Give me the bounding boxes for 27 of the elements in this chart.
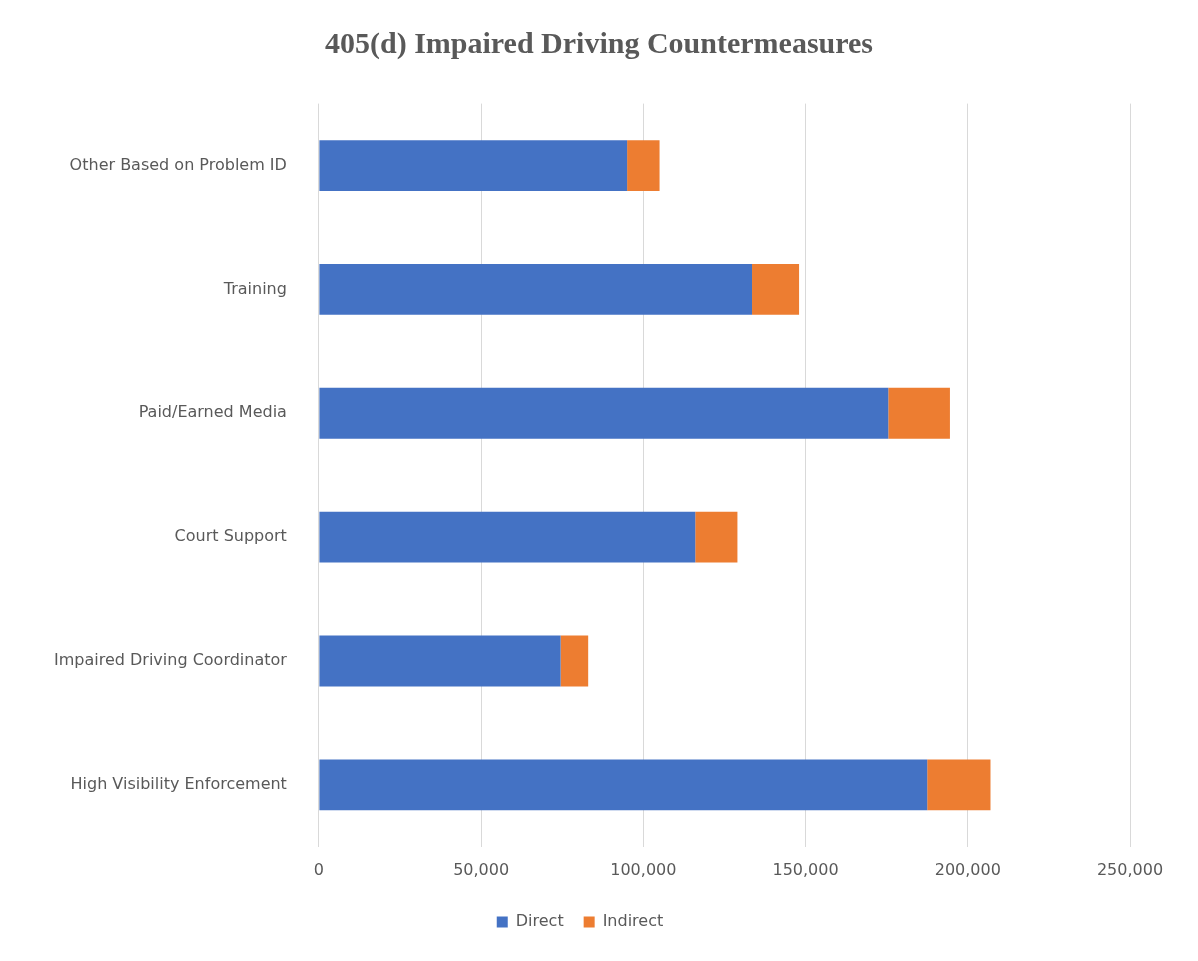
x-tick-label: 50,000 bbox=[453, 859, 510, 879]
y-tick-label: Other Based on Problem ID bbox=[69, 154, 287, 174]
y-tick-label: Court Support bbox=[174, 526, 287, 546]
legend-label: Indirect bbox=[602, 911, 664, 931]
x-tick-label: 0 bbox=[313, 859, 324, 879]
bar bbox=[319, 264, 753, 315]
x-tick-label: 250,000 bbox=[1096, 859, 1164, 879]
bar bbox=[319, 759, 928, 811]
bar bbox=[319, 635, 561, 687]
x-tick-label: 200,000 bbox=[934, 859, 1001, 879]
legend-label: Direct bbox=[515, 911, 564, 931]
y-tick-label: Paid/Earned Media bbox=[138, 402, 287, 422]
bar bbox=[560, 635, 589, 687]
bar bbox=[319, 140, 628, 191]
x-tick-label: 100,000 bbox=[610, 859, 677, 879]
bar bbox=[319, 387, 889, 439]
y-tick-label: Training bbox=[222, 278, 287, 298]
bar bbox=[695, 511, 738, 563]
bar bbox=[627, 140, 660, 191]
bar bbox=[752, 264, 800, 315]
bar bbox=[888, 387, 950, 439]
x-tick-label: 150,000 bbox=[772, 859, 839, 879]
y-tick-label: High Visibility Enforcement bbox=[70, 774, 287, 794]
chart-title: 405(d) Impaired Driving Countermeasures bbox=[323, 26, 874, 61]
bar bbox=[927, 759, 991, 811]
y-tick-label: Impaired Driving Coordinator bbox=[53, 650, 288, 670]
bar bbox=[319, 511, 696, 563]
